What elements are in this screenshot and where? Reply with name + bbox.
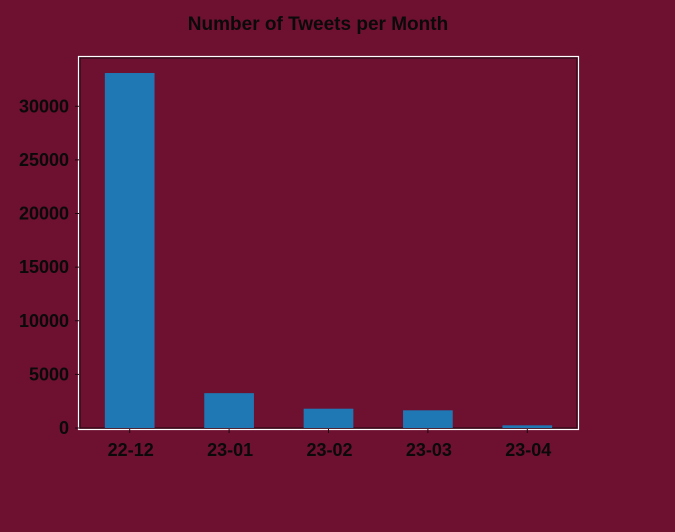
y-tick-label: 15000 [19,257,69,277]
bar-23-03 [403,410,453,428]
x-tick-label: 23-04 [505,440,551,460]
y-tick-label: 30000 [19,96,69,116]
y-tick-label: 10000 [19,311,69,331]
y-axis: 0 5000 10000 15000 20000 25000 30000 [19,96,79,438]
x-tick-label: 22-12 [108,440,154,460]
bar-23-01 [204,393,254,428]
bar-23-02 [303,408,354,428]
bar-23-04 [502,425,553,428]
x-axis: 22-12 23-01 23-02 23-03 23-04 [108,429,551,460]
x-tick-label: 23-02 [306,440,352,460]
y-tick-label: 20000 [19,204,69,224]
y-tick-label: 0 [59,418,69,438]
bar-22-12 [104,73,155,428]
x-tick-label: 23-03 [406,440,452,460]
y-tick-label: 5000 [29,364,69,384]
y-tick-label: 25000 [19,150,69,170]
chart-title: Number of Tweets per Month [188,14,448,35]
bars-group [104,73,553,428]
x-tick-label: 23-01 [207,440,253,460]
